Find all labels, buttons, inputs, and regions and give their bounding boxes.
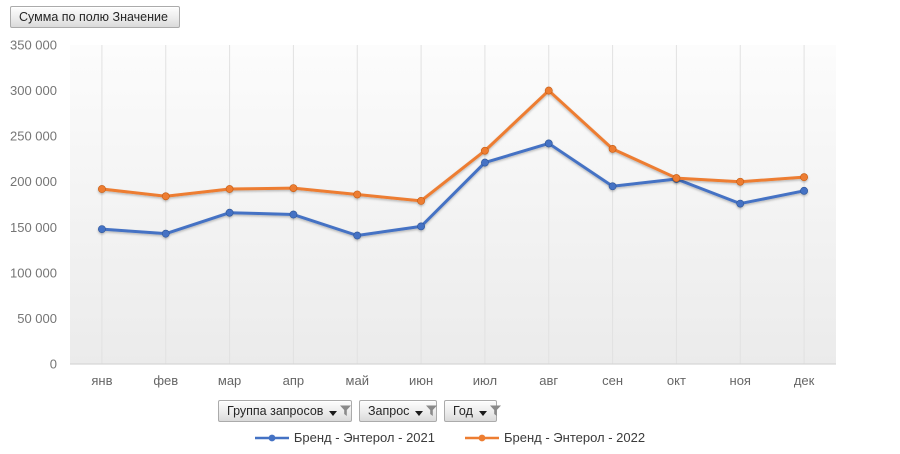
series--2022[interactable] <box>98 86 808 205</box>
filter-button-label: Год <box>453 404 473 418</box>
data-point-marker[interactable] <box>417 222 425 231</box>
legend: Бренд - Энтерол - 2021 Бренд - Энтерол -… <box>0 430 900 445</box>
y-axis-tick-label: 300 000 <box>10 83 57 98</box>
data-point-marker[interactable] <box>736 177 745 186</box>
x-axis-category-label: июн <box>409 373 433 388</box>
data-point-marker[interactable] <box>736 199 745 208</box>
data-point-marker[interactable] <box>481 158 489 167</box>
x-axis-category-label: мар <box>218 373 241 388</box>
legend-item-2021[interactable]: Бренд - Энтерол - 2021 <box>254 430 435 445</box>
data-point-marker[interactable] <box>608 182 617 191</box>
filter-button-label: Группа запросов <box>227 404 324 418</box>
data-point-marker[interactable] <box>225 208 234 217</box>
data-point-marker[interactable] <box>544 139 553 148</box>
data-point-marker[interactable] <box>289 210 298 219</box>
filter-button-query-group[interactable]: Группа запросов <box>218 400 352 422</box>
filter-funnel-icon <box>426 405 438 416</box>
data-point-marker[interactable] <box>161 229 170 238</box>
data-point-marker[interactable] <box>800 186 808 195</box>
data-point-marker[interactable] <box>289 184 298 192</box>
x-axis-category-label: июл <box>473 373 497 388</box>
data-point-marker[interactable] <box>98 185 106 193</box>
plot-background <box>70 45 836 364</box>
legend-item-2022[interactable]: Бренд - Энтерол - 2022 <box>465 430 645 445</box>
filter-button-label: Запрос <box>368 404 410 418</box>
x-axis-category-label: май <box>346 373 369 388</box>
filter-button-year[interactable]: Год <box>444 400 501 422</box>
x-axis-category-label: янв <box>91 373 112 388</box>
filter-buttons-row: Группа запросов Запрос Год <box>218 400 501 422</box>
dropdown-arrow-icon <box>329 411 338 416</box>
series-line[interactable] <box>100 89 806 203</box>
dropdown-arrow-icon <box>415 411 424 416</box>
x-axis-category-label: апр <box>283 373 305 388</box>
x-axis-category-label: авг <box>539 373 558 388</box>
data-point-marker[interactable] <box>672 174 681 182</box>
filter-funnel-icon <box>489 405 501 416</box>
y-axis-tick-label: 150 000 <box>10 220 57 235</box>
y-axis-tick-label: 100 000 <box>10 265 57 280</box>
data-point-marker[interactable] <box>608 145 617 153</box>
filter-button-query[interactable]: Запрос <box>359 400 438 422</box>
y-axis-tick-label: 350 000 <box>10 38 57 53</box>
x-axis-category-label: окт <box>667 373 686 388</box>
x-axis-category-label: дек <box>794 373 815 388</box>
data-point-marker[interactable] <box>98 225 106 234</box>
value-field-button[interactable]: Сумма по полю Значение <box>10 6 180 28</box>
legend-line-marker-swatch <box>465 434 499 441</box>
data-point-marker[interactable] <box>353 231 362 240</box>
data-point-marker[interactable] <box>544 86 553 95</box>
x-axis-category-label: фев <box>153 373 178 388</box>
data-point-marker[interactable] <box>353 190 362 199</box>
y-axis-tick-label: 200 000 <box>10 174 57 189</box>
y-axis-tick-label: 250 000 <box>10 129 57 144</box>
data-point-marker[interactable] <box>417 196 425 205</box>
chart-svg: 0 50 000 100 000 150 000 200 000 250 000 300 0… <box>10 38 836 388</box>
legend-label: Бренд - Энтерол - 2022 <box>504 430 646 445</box>
plot-area: 0 50 000 100 000 150 000 200 000 250 000 300 0… <box>10 38 836 388</box>
data-point-marker[interactable] <box>225 185 234 193</box>
dropdown-arrow-icon <box>478 411 487 416</box>
filter-funnel-icon <box>340 405 352 416</box>
data-point-marker[interactable] <box>161 192 170 201</box>
y-axis-tick-label: 50 000 <box>17 311 57 326</box>
series-line[interactable] <box>100 141 806 237</box>
data-point-marker[interactable] <box>481 146 489 155</box>
x-axis-category-label: ноя <box>730 373 751 388</box>
legend-line-marker-swatch <box>254 434 289 441</box>
data-point-marker[interactable] <box>800 173 808 182</box>
y-axis-tick-label: 0 <box>50 357 57 372</box>
legend-label: Бренд - Энтерол - 2021 <box>293 430 435 445</box>
x-axis-category-label: сен <box>602 373 623 388</box>
